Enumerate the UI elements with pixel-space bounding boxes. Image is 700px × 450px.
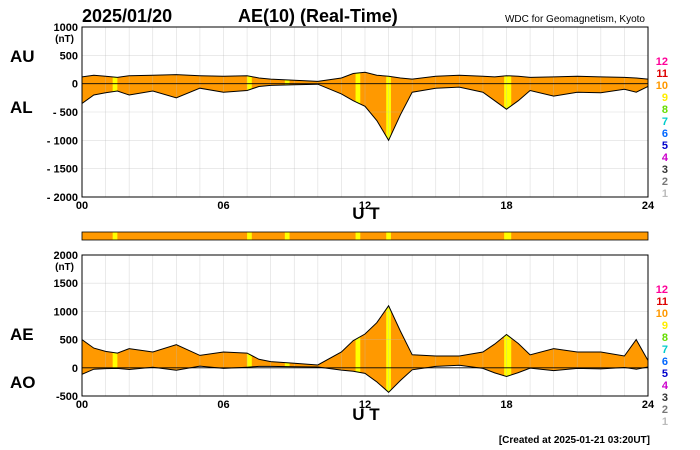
y-unit-label: (nT) [55,262,74,273]
y-tick-label: 500 [60,50,78,62]
plot-frame [81,26,649,198]
x-tick-label: 18 [500,200,512,212]
x-axis-label-bottom: U T [352,405,380,424]
timeline-highlight [247,232,252,240]
series-line-al [82,83,648,142]
activity-level-label: 8 [662,332,668,344]
series-line-ao [82,364,648,393]
chart-title: AE(10) (Real-Time) [238,6,398,26]
y-tick-label: - 500 [53,107,78,119]
activity-level-label: 10 [656,308,668,320]
activity-level-label: 3 [662,392,668,404]
y-tick-label: 1000 [54,306,78,318]
series-label-ao: AO [10,373,36,392]
x-tick-label: 06 [217,200,229,212]
y-tick-label: 500 [60,335,78,347]
series-label-au: AU [10,47,35,66]
y-tick-label: -500 [56,391,78,403]
activity-level-label: 2 [662,404,668,416]
series-label-ae: AE [10,325,34,344]
x-tick-label: 06 [217,399,229,411]
activity-level-label: 9 [662,320,668,332]
x-tick-label: 00 [76,399,88,411]
series-line-au [82,71,648,82]
activity-level-label: 12 [656,56,668,68]
activity-level-label: 1 [662,188,668,200]
activity-level-label: 7 [662,344,668,356]
activity-level-label: 1 [662,416,668,428]
series-label-al: AL [10,98,33,117]
timeline-highlight [355,232,361,240]
chart-date: 2025/01/20 [82,6,172,26]
series-line-ae [82,304,648,366]
chart-source: WDC for Geomagnetism, Kyoto [505,14,645,25]
y-tick-label: 2000 [54,250,78,262]
y-tick-label: - 1500 [47,164,78,176]
activity-timeline-bar [81,231,649,241]
y-tick-label: 0 [72,363,78,375]
activity-level-label: 5 [662,140,668,152]
plot-frame [81,254,649,397]
activity-level-label: 12 [656,284,668,296]
activity-level-label: 2 [662,176,668,188]
created-timestamp: [Created at 2025-01-21 03:20UT] [499,435,650,446]
au-al-panel: 1000 500 0 - 500 - 1000 - 1500 - 2000 (nT) 00 06 1… [10,22,669,212]
timeline-highlight [386,232,391,240]
activity-level-label: 6 [662,356,668,368]
timeline-highlight [112,232,118,240]
activity-level-label: 8 [662,104,668,116]
y-unit-label: (nT) [55,34,74,45]
activity-level-label: 4 [662,152,669,164]
activity-level-label: 9 [662,92,668,104]
activity-level-label: 11 [656,68,668,80]
x-tick-label: 24 [642,200,655,212]
x-tick-label: 24 [642,399,655,411]
activity-level-label: 5 [662,368,668,380]
timeline-highlight [284,232,290,240]
activity-level-label: 3 [662,164,668,176]
x-axis-label-top: U T [352,204,380,223]
x-tick-label: 18 [500,399,512,411]
activity-level-label: 6 [662,128,668,140]
activity-level-label: 7 [662,116,668,128]
activity-level-label: 10 [656,80,668,92]
activity-level-label: 11 [656,296,668,308]
x-tick-label: 12 [359,399,371,411]
y-tick-label: 1500 [54,278,78,290]
timeline-bar [81,231,649,241]
y-tick-label: - 1000 [47,135,78,147]
x-tick-label: 12 [359,200,371,212]
x-tick-label: 00 [76,200,88,212]
y-tick-label: - 2000 [47,192,78,204]
activity-level-label: 4 [662,380,669,392]
timeline-highlight [504,232,512,240]
y-tick-label: 1000 [54,22,78,34]
y-tick-label: 0 [72,79,78,91]
